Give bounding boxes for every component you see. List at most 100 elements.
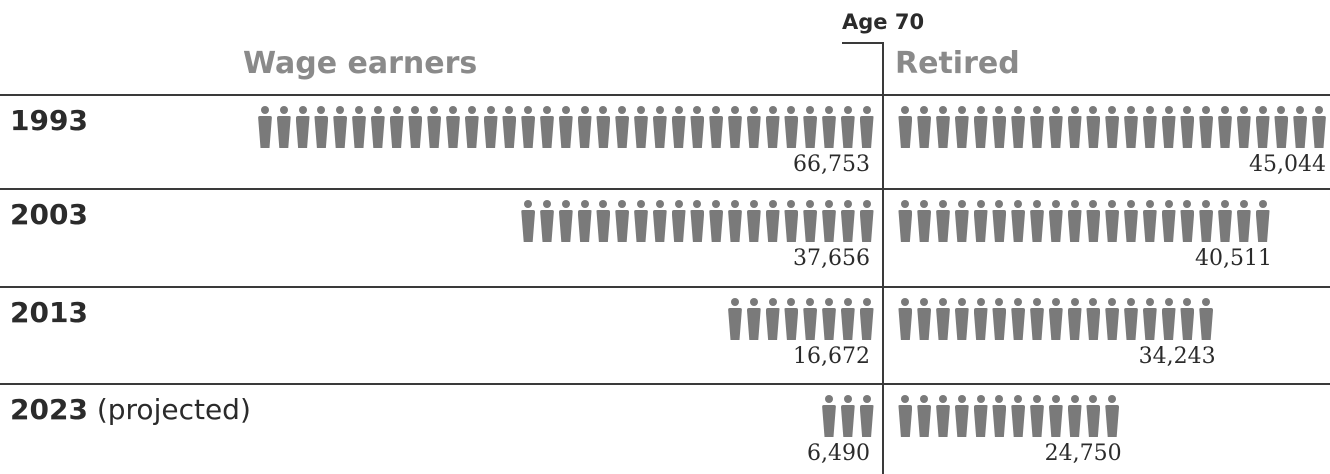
retired-icon	[1086, 298, 1101, 340]
wage-earner-icon	[314, 106, 329, 148]
row-year: 2003	[10, 198, 88, 231]
wage-earner-icon	[408, 106, 423, 148]
wage-earner-icon	[540, 106, 554, 148]
row-year-suffix: (projected)	[87, 393, 251, 426]
wage-earner-icon	[765, 200, 780, 242]
wage-earner-icon	[746, 106, 761, 148]
row-divider	[0, 188, 1330, 190]
header-retired: Retired	[895, 46, 1020, 81]
wage-earner-icon	[577, 200, 592, 242]
retired-icon	[1293, 106, 1308, 148]
retired-icon	[1086, 200, 1101, 242]
retired-icon	[1086, 106, 1101, 148]
retired-icon	[898, 106, 913, 148]
wage-earners-value: 16,672	[793, 344, 870, 369]
retired-icon	[1161, 106, 1176, 148]
retired-icon	[1161, 298, 1176, 340]
retired-icon	[1199, 200, 1214, 242]
wage-earner-icon	[295, 106, 310, 148]
row-divider	[0, 286, 1330, 288]
retired-icon	[1048, 106, 1063, 148]
retired-icon	[1199, 298, 1214, 340]
wage-earner-icon	[840, 395, 855, 437]
wage-earner-icon	[370, 106, 385, 148]
wage-earner-icon	[803, 200, 818, 242]
retired-icon	[898, 298, 913, 340]
wage-earner-icon	[502, 106, 517, 148]
wage-earner-icon	[859, 200, 874, 242]
retired-icon	[1124, 106, 1138, 148]
wage-earner-icon	[728, 298, 742, 340]
retired-icon	[1180, 298, 1195, 340]
wage-earner-icon	[615, 200, 630, 242]
wage-earner-icon	[803, 106, 818, 148]
retired-icon	[1048, 298, 1063, 340]
wage-earner-icon	[728, 106, 742, 148]
retired-icon	[917, 106, 932, 148]
retired-icon	[954, 298, 969, 340]
retired-icon	[1218, 200, 1232, 242]
row-label-2013: 2013	[10, 296, 88, 329]
retired-icon	[954, 395, 969, 437]
wage-earner-icon	[822, 200, 836, 242]
wage-earner-icon	[859, 298, 874, 340]
retired-value: 40,511	[1195, 246, 1272, 271]
retired-icon	[1011, 200, 1026, 242]
axis-label-tick	[842, 42, 884, 44]
retired-icon	[917, 200, 932, 242]
wage-earner-icon	[728, 200, 742, 242]
wage-earner-icon	[840, 298, 855, 340]
wage-earner-icon	[596, 200, 611, 242]
retired-icon	[1011, 106, 1026, 148]
retired-icon	[992, 298, 1007, 340]
retired-icon	[1048, 200, 1063, 242]
retired-icon	[1030, 200, 1044, 242]
wage-earner-icon	[671, 106, 686, 148]
wage-earner-icon	[784, 200, 799, 242]
retired-icon	[1180, 106, 1195, 148]
retired-icon	[1105, 298, 1120, 340]
wage-earner-icon	[389, 106, 404, 148]
wage-earner-icon	[521, 106, 536, 148]
wage-earner-icon	[822, 106, 836, 148]
retired-icon	[1011, 395, 1026, 437]
row-year: 1993	[10, 104, 88, 137]
retired-icon	[1142, 106, 1157, 148]
wage-earner-icon	[352, 106, 366, 148]
wage-earner-icon	[784, 298, 799, 340]
row-year: 2023	[10, 393, 88, 426]
retired-icon	[973, 106, 988, 148]
retired-icon	[992, 395, 1007, 437]
retired-icon	[1067, 395, 1082, 437]
wage-earner-icon	[709, 200, 724, 242]
wage-earner-icon	[634, 106, 648, 148]
retired-value: 45,044	[1249, 152, 1326, 177]
row-label-1993: 1993	[10, 104, 88, 137]
row-divider	[0, 94, 1330, 96]
wage-earner-icon	[652, 200, 667, 242]
wage-earner-icon	[803, 298, 818, 340]
retired-icon	[898, 395, 913, 437]
retired-icon	[973, 395, 988, 437]
wage-earners-value: 66,753	[793, 152, 870, 177]
retired-icon	[1124, 200, 1138, 242]
retired-icon	[954, 106, 969, 148]
retired-icon	[1105, 395, 1120, 437]
retired-icon	[1312, 106, 1326, 148]
wage-earner-icon	[784, 106, 799, 148]
wage-earner-icon	[558, 200, 573, 242]
wage-earner-icon	[671, 200, 686, 242]
wage-earner-icon	[840, 200, 855, 242]
retired-icon	[898, 200, 913, 242]
retired-icon	[1067, 200, 1082, 242]
wage-earner-icon	[765, 106, 780, 148]
wage-earner-icon	[859, 106, 874, 148]
wage-earners-value: 6,490	[807, 441, 870, 466]
retired-icon	[1030, 106, 1044, 148]
center-axis-line	[882, 44, 884, 474]
retired-icon	[1048, 395, 1063, 437]
retired-icon	[936, 200, 950, 242]
retired-icon	[1255, 106, 1270, 148]
retired-icon	[1142, 298, 1157, 340]
